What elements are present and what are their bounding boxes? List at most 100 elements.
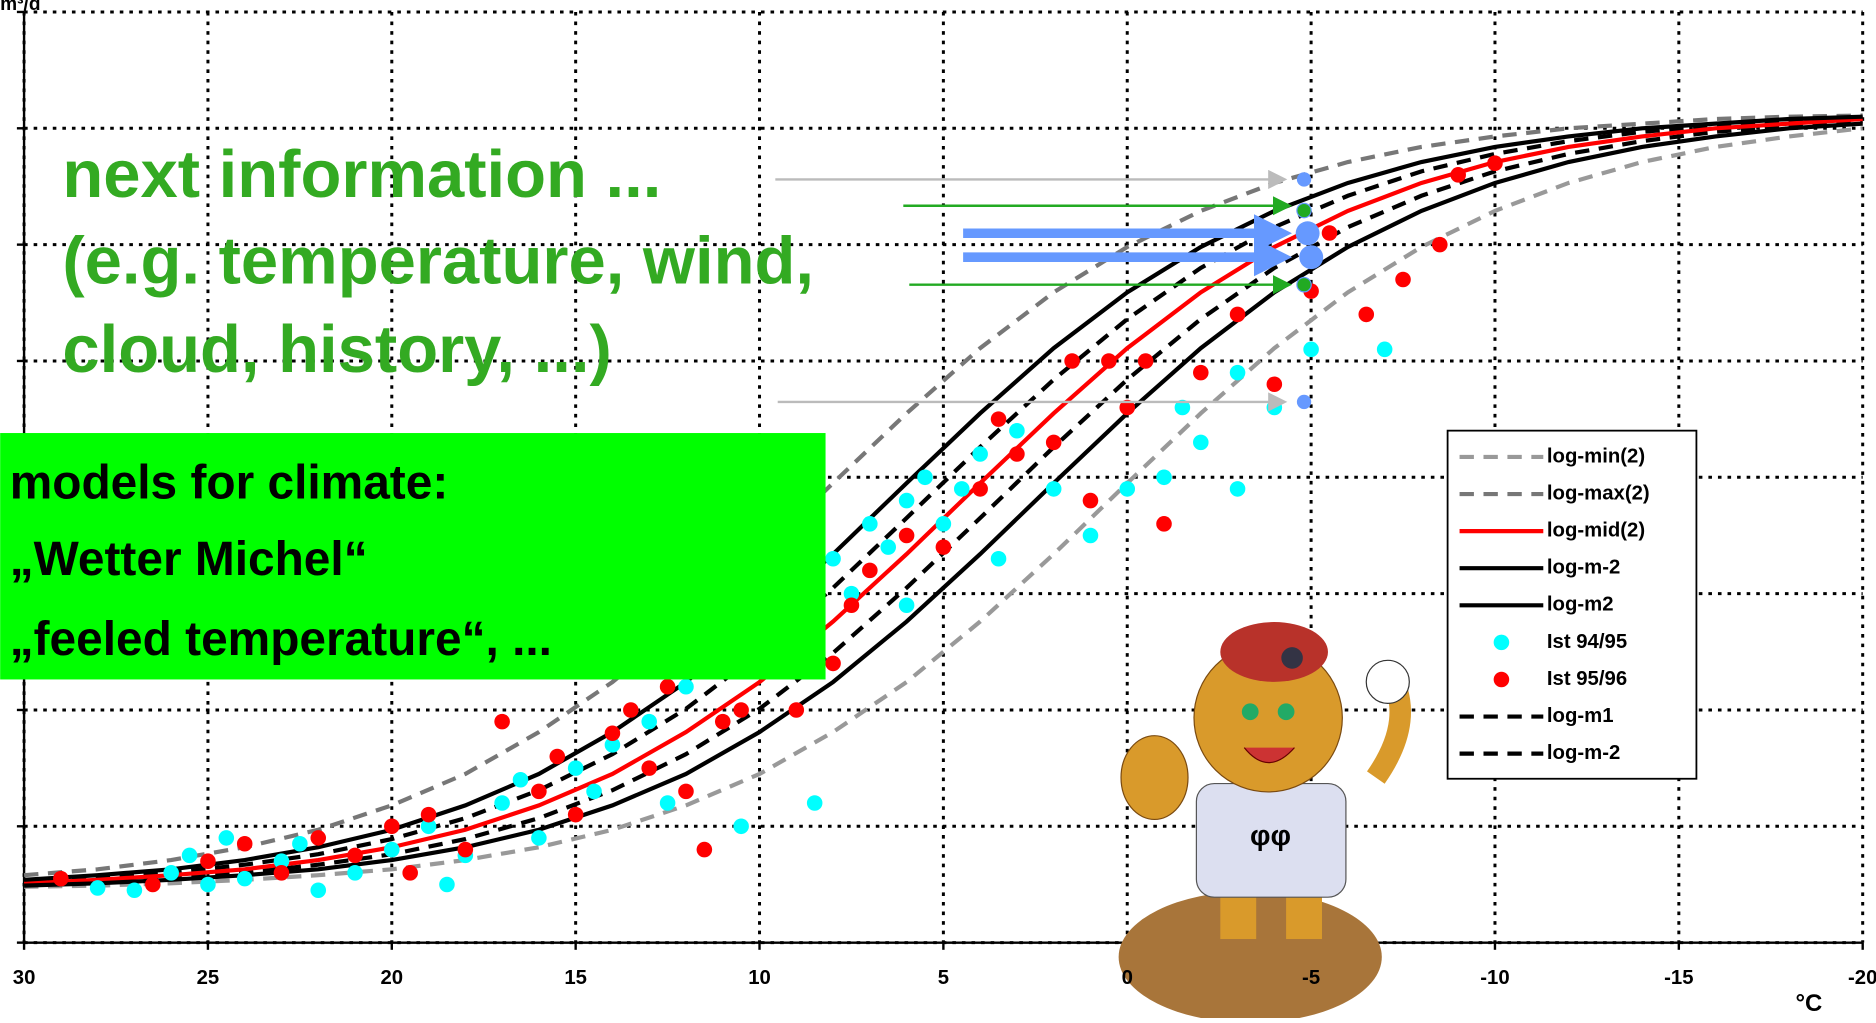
data-point (531, 783, 547, 800)
legend: log-min(2) log-max(2) log-mid(2) log-m-2 log… (1446, 429, 1698, 780)
data-point (1137, 353, 1154, 369)
data-point (862, 516, 878, 532)
data-point (1009, 422, 1025, 439)
data-point (1487, 155, 1503, 171)
curve (23, 115, 1863, 884)
x-tick-label: 15 (564, 967, 587, 989)
data-point (1174, 399, 1191, 416)
x-axis-label: °C (1795, 990, 1822, 1017)
data-point (1193, 434, 1209, 451)
data-point (825, 655, 841, 672)
x-tick-label: -20 (1848, 967, 1876, 989)
data-point (53, 870, 69, 887)
x-tick-label: 10 (748, 967, 771, 989)
data-point (494, 713, 510, 730)
legend-label: log-m1 (1547, 705, 1614, 727)
data-point (623, 702, 639, 718)
x-tick-label: -10 (1480, 967, 1509, 989)
annotation: cloud, history, ...) (62, 312, 611, 387)
data-point (347, 847, 363, 864)
note-text: „Wetter Michel“ (10, 533, 368, 586)
data-point (549, 748, 566, 765)
data-point (972, 481, 988, 497)
legend-label: log-min(2) (1547, 445, 1645, 467)
data-point (1064, 353, 1080, 369)
data-point (1395, 271, 1411, 288)
note-box (0, 433, 826, 680)
data-point (733, 702, 749, 718)
data-point (126, 882, 143, 899)
highlight-point (1295, 221, 1320, 246)
legend-label: log-mid(2) (1547, 520, 1645, 542)
legend-label: log-max(2) (1547, 482, 1650, 504)
data-point (898, 527, 915, 544)
data-point (972, 446, 988, 462)
data-point (641, 713, 657, 730)
legend-label: Ist 94/95 (1547, 631, 1627, 653)
data-point (604, 725, 621, 742)
data-point (310, 882, 327, 899)
data-point (1045, 481, 1062, 497)
legend-label: log-m2 (1547, 594, 1614, 616)
data-point (806, 795, 823, 811)
data-point (678, 783, 694, 800)
highlight-point (1296, 202, 1312, 219)
highlight-point (1296, 394, 1312, 410)
data-point (935, 539, 952, 555)
annotation: next information ... (62, 137, 661, 212)
note-text: models for climate: (10, 456, 449, 509)
data-point (1229, 481, 1246, 497)
data-point (494, 795, 510, 811)
x-tick-label: -5 (1302, 967, 1320, 989)
data-point (218, 830, 235, 846)
y-axis-label: m³/d (0, 0, 40, 15)
data-point (1009, 446, 1025, 462)
highlight-point (1296, 172, 1312, 187)
data-point (604, 737, 621, 753)
data-point (1156, 516, 1172, 532)
data-point (898, 492, 915, 509)
curve (23, 113, 1863, 878)
data-point (898, 597, 915, 614)
data-point (439, 876, 455, 893)
data-point (89, 880, 106, 896)
data-point (1156, 469, 1172, 486)
legend-label: log-m-2 (1547, 742, 1620, 764)
data-point (292, 835, 308, 852)
data-point (1193, 364, 1209, 381)
data-point (678, 678, 694, 695)
data-point (420, 806, 437, 823)
legend-label: log-m-2 (1547, 557, 1620, 579)
data-point (163, 865, 179, 881)
data-point (1450, 167, 1466, 183)
curve (23, 114, 1863, 882)
data-point (990, 550, 1007, 567)
data-point (420, 818, 437, 835)
data-point (457, 841, 474, 858)
mascot-text: φφ (1250, 820, 1291, 852)
data-point (273, 865, 290, 881)
data-point (384, 841, 400, 858)
data-point (1082, 527, 1099, 544)
data-point (843, 597, 860, 614)
x-tick-label: 5 (938, 967, 949, 989)
data-point (1119, 481, 1136, 497)
data-point (531, 830, 547, 846)
data-point (586, 783, 602, 800)
data-point (1082, 492, 1099, 509)
mascot: φφ (1118, 622, 1411, 1023)
data-point (1432, 236, 1448, 253)
data-point (236, 870, 253, 887)
data-point (1229, 306, 1246, 323)
data-point (953, 481, 970, 497)
highlight-point (1296, 276, 1312, 293)
data-point (825, 550, 841, 567)
x-tick-label: -15 (1664, 967, 1693, 989)
data-point (1229, 364, 1246, 381)
data-point (990, 411, 1007, 427)
data-point (1376, 341, 1393, 358)
data-point (1266, 376, 1283, 393)
